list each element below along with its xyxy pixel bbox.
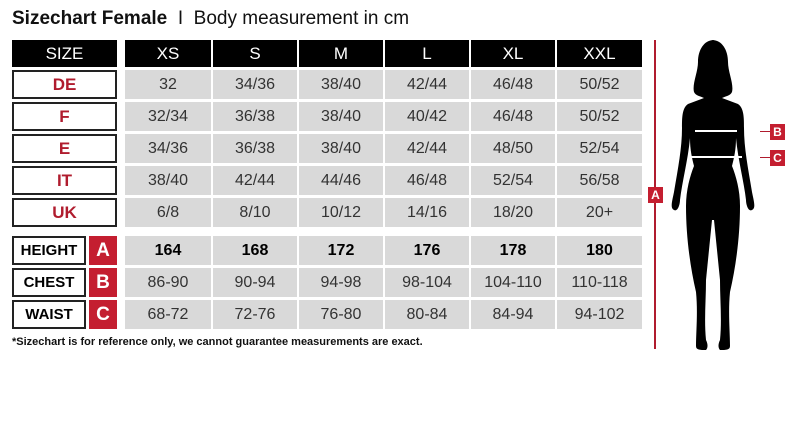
size-header-xs: XS (125, 40, 211, 67)
size-header-m: M (299, 40, 383, 67)
table-cell: 56/58 (557, 166, 642, 195)
table-cell: 42/44 (385, 70, 469, 99)
table-cell: 34/36 (125, 134, 211, 163)
table-cell: 90-94 (213, 268, 297, 297)
size-header-xxl: XXL (557, 40, 642, 67)
size-header-s: S (213, 40, 297, 67)
table-cell: 48/50 (471, 134, 555, 163)
row-label-e: E (12, 134, 117, 163)
table-cell: 34/36 (213, 70, 297, 99)
size-header-xl: XL (471, 40, 555, 67)
row-label-it: IT (12, 166, 117, 195)
table-cell: 40/42 (385, 102, 469, 131)
marker-badge-a: A (89, 236, 117, 265)
table-cell: 110-118 (557, 268, 642, 297)
table-cell: 8/10 (213, 198, 297, 227)
table-cell: 50/52 (557, 70, 642, 99)
page-title: Sizechart Female I Body measurement in c… (12, 8, 410, 29)
row-label-de: DE (12, 70, 117, 99)
table-cell: 76-80 (299, 300, 383, 329)
row-label-uk: UK (12, 198, 117, 227)
female-silhouette-icon (671, 40, 755, 350)
table-cell: 46/48 (385, 166, 469, 195)
table-cell: 18/20 (471, 198, 555, 227)
table-cell: 32 (125, 70, 211, 99)
table-cell: 84-94 (471, 300, 555, 329)
table-cell: 44/46 (299, 166, 383, 195)
table-cell: 164 (125, 236, 211, 265)
marker-badge-c: C (89, 300, 117, 329)
table-cell: 36/38 (213, 134, 297, 163)
table-cell: 14/16 (385, 198, 469, 227)
waist-marker-badge: C (770, 150, 785, 166)
table-cell: 104-110 (471, 268, 555, 297)
table-cell: 68-72 (125, 300, 211, 329)
table-cell: 178 (471, 236, 555, 265)
table-cell: 36/38 (213, 102, 297, 131)
table-cell: 80-84 (385, 300, 469, 329)
size-header-l: L (385, 40, 469, 67)
table-cell: 42/44 (213, 166, 297, 195)
table-cell: 20+ (557, 198, 642, 227)
table-cell: 176 (385, 236, 469, 265)
row-label-f: F (12, 102, 117, 131)
table-cell: 46/48 (471, 70, 555, 99)
table-cell: 94-98 (299, 268, 383, 297)
table-cell: 98-104 (385, 268, 469, 297)
size-header: SIZE (12, 40, 117, 67)
chest-marker-badge: B (770, 124, 785, 140)
chest-pointer (760, 131, 770, 132)
table-cell: 72-76 (213, 300, 297, 329)
waist-pointer (760, 157, 770, 158)
height-marker-badge: A (648, 187, 663, 203)
table-cell: 86-90 (125, 268, 211, 297)
table-cell: 10/12 (299, 198, 383, 227)
table-cell: 52/54 (471, 166, 555, 195)
table-cell: 180 (557, 236, 642, 265)
table-cell: 6/8 (125, 198, 211, 227)
table-cell: 38/40 (299, 70, 383, 99)
footnote: *Sizechart is for reference only, we can… (12, 336, 423, 348)
table-cell: 42/44 (385, 134, 469, 163)
row-label-height: HEIGHT (12, 236, 86, 265)
table-cell: 38/40 (299, 134, 383, 163)
row-label-chest: CHEST (12, 268, 86, 297)
table-cell: 38/40 (299, 102, 383, 131)
table-cell: 94-102 (557, 300, 642, 329)
table-cell: 172 (299, 236, 383, 265)
marker-badge-b: B (89, 268, 117, 297)
table-cell: 50/52 (557, 102, 642, 131)
row-label-waist: WAIST (12, 300, 86, 329)
table-cell: 52/54 (557, 134, 642, 163)
table-cell: 38/40 (125, 166, 211, 195)
table-cell: 32/34 (125, 102, 211, 131)
table-cell: 168 (213, 236, 297, 265)
table-cell: 46/48 (471, 102, 555, 131)
